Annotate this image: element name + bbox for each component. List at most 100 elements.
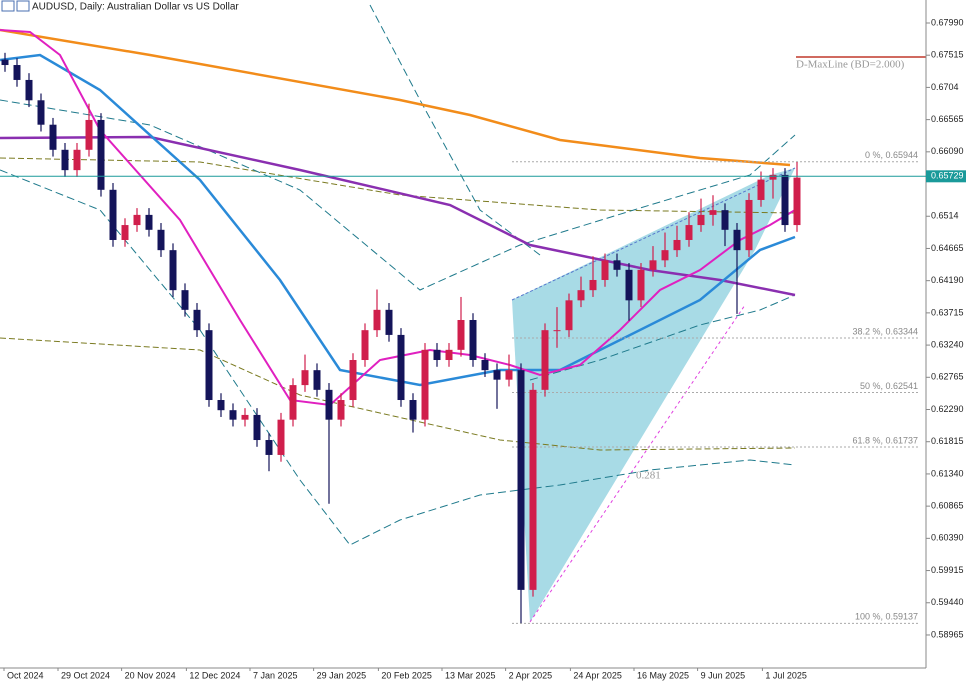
candle-body: [349, 360, 357, 401]
candle-body: [181, 290, 189, 310]
y-tick-label: 0.62765: [931, 372, 964, 382]
ma-orange: [0, 28, 791, 167]
y-tick-label: 0.67515: [931, 50, 964, 60]
candle-body: [157, 229, 165, 251]
candle-body: [25, 79, 33, 101]
candle-body: [397, 334, 405, 401]
channel-line: [511, 167, 796, 301]
candle-body: [493, 370, 501, 380]
candle-body: [541, 330, 549, 390]
y-tick-label: 0.59440: [931, 597, 964, 607]
y-tick-label: 0.59915: [931, 565, 964, 575]
y-tick-label: 0.6514: [931, 211, 959, 221]
price-axis: [926, 0, 966, 684]
candle-body: [277, 419, 285, 455]
candle-body: [193, 309, 201, 331]
y-tick-label: 0.61815: [931, 436, 964, 446]
candle-body: [229, 410, 237, 420]
candle-body: [481, 360, 489, 371]
candle-body: [793, 177, 801, 226]
candle-body: [325, 389, 333, 420]
maxline-label: D-MaxLine (BD=2.000): [796, 59, 905, 71]
candle-body: [241, 414, 249, 420]
y-tick-label: 0.61340: [931, 468, 964, 478]
y-tick-label: 0.6704: [931, 82, 959, 92]
x-tick-label: 24 Apr 2025: [573, 670, 622, 680]
candle-body: [49, 124, 57, 150]
candle-body: [289, 385, 297, 420]
y-tick-label: 0.66565: [931, 114, 964, 124]
trend-line: [529, 304, 746, 623]
band: [0, 99, 796, 291]
candle-body: [697, 214, 705, 226]
candle-body: [169, 250, 177, 291]
fib-label: 50 %, 0.62541: [860, 381, 918, 391]
candle-body: [145, 214, 153, 230]
y-tick-label: 0.60390: [931, 533, 964, 543]
y-tick-label: 0.64665: [931, 243, 964, 253]
candle-body: [433, 349, 441, 361]
candle-body: [361, 330, 369, 361]
candle-body: [745, 199, 753, 251]
candle-body: [457, 319, 465, 350]
candle-body: [589, 279, 597, 291]
band: [369, 4, 541, 256]
fib-label: 100 %, 0.59137: [855, 612, 918, 622]
candle-body: [577, 290, 585, 301]
candle-body: [637, 269, 645, 301]
candle-body: [313, 370, 321, 390]
candle-body: [97, 119, 105, 190]
candle-body: [37, 100, 45, 125]
y-tick-label: 0.63240: [931, 339, 964, 349]
candle-body: [505, 370, 513, 380]
ma-purple: [0, 135, 796, 297]
y-tick-label: 0.66090: [931, 146, 964, 156]
x-tick-label: 29 Oct 2024: [61, 670, 110, 680]
candle-body: [205, 330, 213, 401]
envelope: [0, 157, 796, 214]
candle-body: [409, 400, 417, 420]
candle-body: [529, 389, 537, 590]
candle-body: [73, 149, 81, 171]
x-tick-label: 20 Feb 2025: [381, 670, 432, 680]
candle-body: [781, 174, 789, 226]
candle-body: [265, 440, 273, 455]
candle-body: [85, 119, 93, 150]
current-price-label: 0.65729: [931, 171, 964, 181]
candle-body: [757, 179, 765, 200]
x-tick-label: 20 Nov 2024: [125, 670, 176, 680]
y-tick-label: 0.64190: [931, 275, 964, 285]
x-tick-label: 9 Jun 2025: [701, 670, 746, 680]
candle-body: [301, 370, 309, 386]
x-tick-label: 12 Dec 2024: [189, 670, 240, 680]
fib-label: 61.8 %, 0.61737: [852, 435, 918, 445]
candle-body: [445, 349, 453, 361]
candle-body: [109, 189, 117, 240]
candle-body: [517, 370, 525, 590]
x-tick-label: 16 May 2025: [637, 670, 689, 680]
candle-body: [421, 349, 429, 420]
candle-body: [565, 300, 573, 331]
candle-body: [709, 210, 717, 215]
candle-body: [661, 250, 669, 261]
candle-body: [1, 59, 9, 66]
menu-icon[interactable]: [1, 0, 15, 12]
candle-body: [469, 319, 477, 361]
candle-body: [733, 229, 741, 251]
candle-body: [685, 225, 693, 240]
fib-label: 0 %, 0.65944: [865, 150, 918, 160]
y-tick-label: 0.58965: [931, 629, 964, 639]
candle-body: [553, 330, 561, 332]
candle-body: [373, 309, 381, 331]
x-tick-label: 29 Jan 2025: [317, 670, 367, 680]
candle-body: [769, 174, 777, 180]
current-price-box: [926, 170, 966, 183]
candle-body: [625, 269, 633, 301]
envelope: [0, 337, 796, 451]
x-tick-label: 7 Jan 2025: [253, 670, 298, 680]
y-tick-label: 0.63715: [931, 307, 964, 317]
y-tick-label: 0.60865: [931, 501, 964, 511]
menu-icon[interactable]: [16, 0, 30, 12]
candle-body: [673, 239, 681, 251]
candle-body: [253, 414, 261, 441]
